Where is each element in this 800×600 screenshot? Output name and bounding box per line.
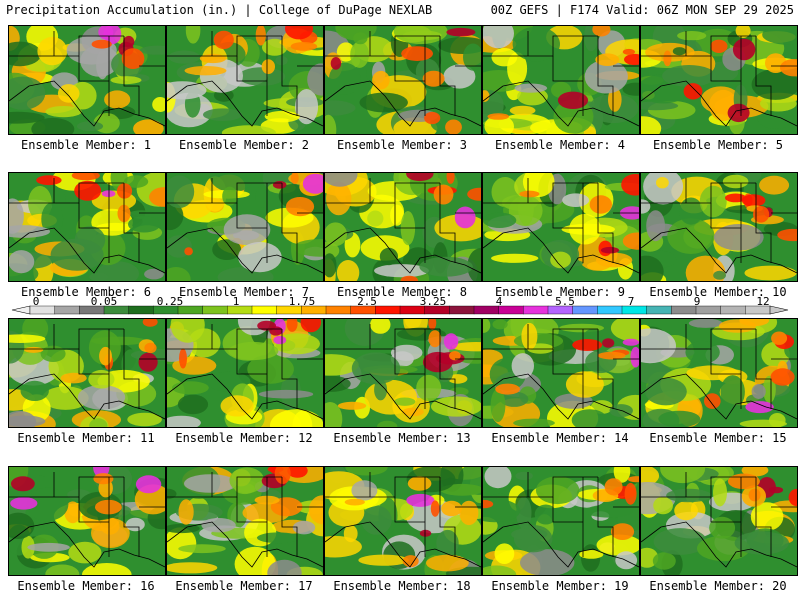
ensemble-member-label: Ensemble Member: 19 — [491, 579, 629, 593]
ensemble-member-label: Ensemble Member: 20 — [649, 579, 787, 593]
precip-field — [483, 319, 639, 427]
ensemble-member-map — [640, 172, 798, 282]
legend-tick-label: 0.25 — [156, 295, 184, 308]
ensemble-member-label: Ensemble Member: 18 — [333, 579, 471, 593]
ensemble-member-label: Ensemble Member: 16 — [17, 579, 155, 593]
legend-swatch — [449, 305, 475, 315]
precip-field — [167, 173, 323, 281]
ensemble-member-map — [166, 318, 324, 428]
precip-field — [9, 319, 165, 427]
ensemble-member-label: Ensemble Member: 13 — [333, 431, 471, 445]
ensemble-member-map — [640, 25, 798, 135]
precip-field — [483, 26, 639, 134]
ensemble-member-map — [8, 466, 166, 576]
ensemble-member-label: Ensemble Member: 1 — [20, 138, 152, 152]
precip-field — [325, 173, 481, 281]
ensemble-member-label: Ensemble Member: 3 — [336, 138, 468, 152]
precip-field — [9, 173, 165, 281]
precip-field — [641, 467, 797, 575]
precip-field — [167, 319, 323, 427]
ensemble-member-label: Ensemble Member: 17 — [175, 579, 313, 593]
legend-tick-label: 7 — [627, 295, 635, 308]
legend-tick-label: 9 — [693, 295, 701, 308]
ensemble-member-label: Ensemble Member: 11 — [17, 431, 155, 445]
ensemble-member-map — [166, 172, 324, 282]
precip-field — [483, 467, 639, 575]
legend-swatch — [54, 305, 80, 315]
legend-tick-label: 5.5 — [555, 295, 575, 308]
ensemble-member-label: Ensemble Member: 7 — [178, 285, 310, 299]
ensemble-member-map — [166, 25, 324, 135]
ensemble-member-map — [324, 25, 482, 135]
legend-arrow-left — [11, 305, 31, 315]
ensemble-member-map — [324, 318, 482, 428]
ensemble-member-map — [8, 318, 166, 428]
ensemble-member-label: Ensemble Member: 15 — [649, 431, 787, 445]
ensemble-member-label: Ensemble Member: 4 — [494, 138, 626, 152]
precip-field — [641, 319, 797, 427]
legend-tick-label: 1 — [232, 295, 240, 308]
chart-title: Precipitation Accumulation (in.) | Colle… — [6, 3, 433, 17]
ensemble-member-map — [482, 172, 640, 282]
legend-tick-label: 0.05 — [90, 295, 118, 308]
ensemble-member-label: Ensemble Member: 5 — [652, 138, 784, 152]
legend-swatch — [325, 305, 352, 315]
legend-swatch — [202, 305, 228, 315]
legend-swatch — [671, 305, 697, 315]
ensemble-member-map — [640, 318, 798, 428]
ensemble-member-label: Ensemble Member: 9 — [494, 285, 626, 299]
legend-swatch — [572, 305, 598, 315]
ensemble-member-map — [324, 172, 482, 282]
ensemble-member-map — [482, 466, 640, 576]
ensemble-member-map — [640, 466, 798, 576]
precip-color-legend — [11, 305, 789, 315]
ensemble-member-label: Ensemble Member: 8 — [336, 285, 468, 299]
legend-arrow-right — [769, 305, 789, 315]
ensemble-member-map — [324, 466, 482, 576]
legend-swatch — [621, 305, 648, 315]
legend-tick-label: 4 — [495, 295, 503, 308]
legend-swatch — [523, 305, 549, 315]
legend-swatch — [128, 305, 154, 315]
precip-field — [325, 26, 481, 134]
legend-tick-label: 3.25 — [419, 295, 447, 308]
legend-swatch — [375, 305, 401, 315]
legend-swatch — [597, 305, 623, 315]
precip-field — [325, 467, 481, 575]
ensemble-member-label: Ensemble Member: 14 — [491, 431, 629, 445]
precip-field — [9, 26, 165, 134]
legend-tick-label: 1.75 — [288, 295, 316, 308]
ensemble-member-map — [482, 318, 640, 428]
legend-tick-label: 0 — [32, 295, 40, 308]
precip-field — [9, 467, 165, 575]
ensemble-member-label: Ensemble Member: 2 — [178, 138, 310, 152]
ensemble-member-map — [482, 25, 640, 135]
ensemble-member-label: Ensemble Member: 6 — [20, 285, 152, 299]
legend-swatch — [227, 305, 253, 315]
precip-field — [167, 26, 323, 134]
ensemble-member-map — [8, 172, 166, 282]
legend-tick-label: 12 — [756, 295, 770, 308]
legend-swatch — [646, 305, 672, 315]
ensemble-member-map — [166, 466, 324, 576]
precip-field — [167, 467, 323, 575]
run-valid-time: 00Z GEFS | F174 Valid: 06Z MON SEP 29 20… — [490, 3, 794, 17]
precip-field — [483, 173, 639, 281]
legend-swatch — [720, 305, 746, 315]
ensemble-member-label: Ensemble Member: 10 — [649, 285, 787, 299]
precip-field — [641, 26, 797, 134]
ensemble-member-map — [8, 25, 166, 135]
precip-field — [325, 319, 481, 427]
ensemble-member-label: Ensemble Member: 12 — [175, 431, 313, 445]
legend-tick-label: 2.5 — [357, 295, 377, 308]
legend-swatch — [251, 305, 278, 315]
precip-field — [641, 173, 797, 281]
